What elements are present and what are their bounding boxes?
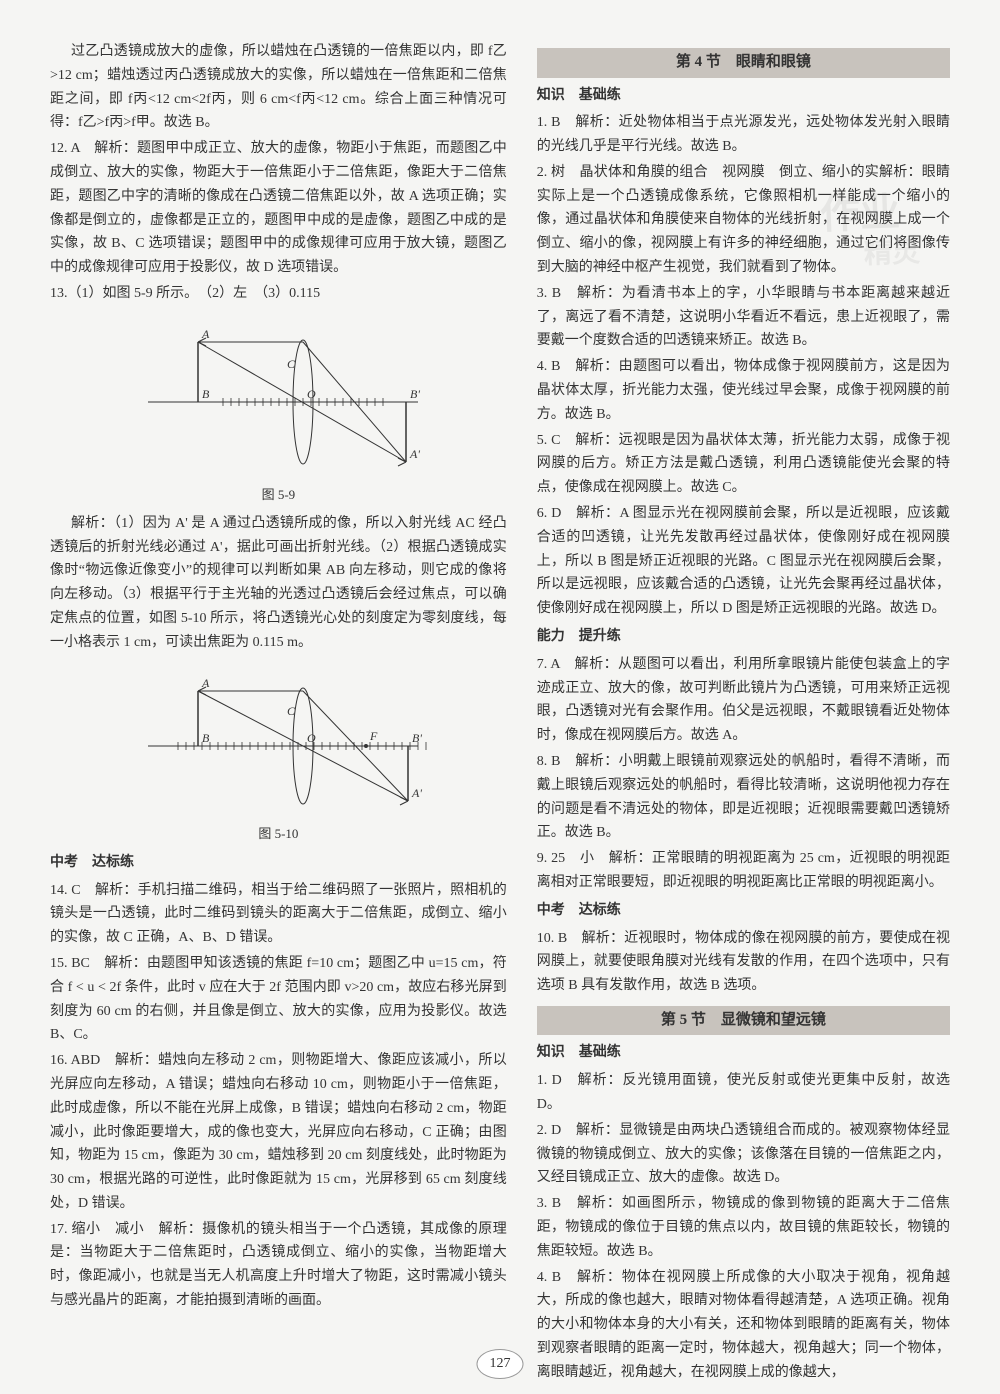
right-q2: 2. 树 晶状体和角膜的组合 视网膜 倒立、缩小的实解析：眼睛实际上是一个凸透镜… [537, 161, 950, 280]
svg-text:O: O [307, 731, 316, 745]
left-p5: 14. C 解析：手机扫描二维码，相当于给二维码照了一张照片，照相机的镜头是一凸… [50, 879, 507, 950]
svg-text:B': B' [410, 387, 420, 401]
section-4-title: 第 4 节 眼睛和眼镜 [537, 48, 950, 78]
page-number: 127 [477, 1349, 524, 1379]
left-p8: 17. 缩小 减小 解析：摄像机的镜头相当于一个凸透镜，其成像的原理是：当物距大… [50, 1218, 507, 1313]
right-r1: 1. D 解析：反光镜用面镜，使光反射或使光更集中反射，故选 D。 [537, 1069, 950, 1117]
left-p3: 13.（1）如图 5-9 所示。 （2）左 （3）0.115 [50, 282, 507, 306]
right-q5: 5. C 解析：远视眼是因为晶状体太薄，折光能力太弱，成像于视网膜的后方。矫正方… [537, 429, 950, 500]
left-p4: 解析：（1）因为 A' 是 A 通过凸透镜所成的像，所以入射光线 AC 经凸透镜… [50, 512, 507, 655]
figure-5-9-svg: A B O A' B' C [128, 312, 428, 482]
figure-5-10-caption: 图 5-10 [258, 823, 298, 845]
right-r3: 3. B 解析：如画图所示，物镜成的像到物镜的距离大于二倍焦距，物镜成的像位于目… [537, 1192, 950, 1263]
figure-5-9-caption: 图 5-9 [262, 484, 296, 506]
right-q3: 3. B 解析：为看清书本上的字，小华眼睛与书本距离越来越近了，离远了看不清楚，… [537, 282, 950, 353]
right-column: 第 4 节 眼睛和眼镜 知识 基础练 1. B 解析：近处物体相当于点光源发光，… [537, 40, 950, 1374]
left-sub-zhongkao: 中考 达标练 [50, 851, 507, 875]
right-sub-zhongkao2: 中考 达标练 [537, 899, 950, 923]
right-r4: 4. B 解析：物体在视网膜上所成像的大小取决于视角，视角越大，所成的像也越大，… [537, 1266, 950, 1385]
svg-text:B': B' [412, 731, 422, 745]
left-column: 过乙凸透镜成放大的虚像，所以蜡烛在凸透镜的一倍焦距以内，即 f乙 >12 cm；… [50, 40, 507, 1374]
figure-5-10-svg: A B O A' B' C F [128, 661, 428, 821]
left-p1: 过乙凸透镜成放大的虚像，所以蜡烛在凸透镜的一倍焦距以内，即 f乙 >12 cm；… [50, 40, 507, 135]
svg-text:O: O [307, 387, 316, 401]
right-sub-jichu: 知识 基础练 [537, 84, 950, 108]
svg-text:B: B [202, 387, 210, 401]
svg-text:B: B [202, 731, 210, 745]
right-sub-nengli: 能力 提升练 [537, 625, 950, 649]
svg-text:F: F [369, 729, 378, 743]
figure-5-10: A B O A' B' C F 图 5-10 [50, 661, 507, 845]
right-r2: 2. D 解析：显微镜是由两块凸透镜组合而成的。被观察物体经显微镜的物镜成倒立、… [537, 1119, 950, 1190]
section-5-title: 第 5 节 显微镜和望远镜 [537, 1006, 950, 1036]
svg-text:C: C [287, 704, 296, 718]
svg-text:A': A' [409, 447, 420, 461]
right-q10: 10. B 解析：近视眼时，物体成的像在视网膜的前方，要使成在视网膜上，就要使眼… [537, 927, 950, 998]
svg-text:A: A [201, 676, 210, 690]
figure-5-9: A B O A' B' C 图 5-9 [50, 312, 507, 506]
left-p6: 15. BC 解析：由题图甲知该透镜的焦距 f=10 cm；题图乙中 u=15 … [50, 952, 507, 1047]
right-q9: 9. 25 小 解析：正常眼睛的明视距离为 25 cm，近视眼的明视距离相对正常… [537, 847, 950, 895]
right-q6: 6. D 解析：A 图显示光在视网膜前会聚，所以是近视眼，应该戴合适的凹透镜，让… [537, 502, 950, 621]
right-q4: 4. B 解析：由题图可以看出，物体成像于视网膜前方，这是因为晶状体太厚，折光能… [537, 355, 950, 426]
left-p2: 12. A 解析：题图甲中成正立、放大的虚像，物距小于焦距，而题图乙中成倒立、放… [50, 137, 507, 280]
right-q8: 8. B 解析：小明戴上眼镜前观察远处的帆船时，看得不清晰，而戴上眼镜后观察远处… [537, 750, 950, 845]
right-sub-jichu2: 知识 基础练 [537, 1041, 950, 1065]
left-p7: 16. ABD 解析：蜡烛向左移动 2 cm，则物距增大、像距应该减小，所以光屏… [50, 1049, 507, 1216]
svg-text:A: A [201, 327, 210, 341]
right-q7: 7. A 解析：从题图可以看出，利用所拿眼镜片能使包装盒上的字迹成正立、放大的像… [537, 653, 950, 748]
svg-text:A': A' [411, 786, 422, 800]
right-q1: 1. B 解析：近处物体相当于点光源发光，远处物体发光射入眼睛的光线几乎是平行光… [537, 111, 950, 159]
svg-text:C: C [287, 357, 296, 371]
page-columns: 过乙凸透镜成放大的虚像，所以蜡烛在凸透镜的一倍焦距以内，即 f乙 >12 cm；… [50, 40, 950, 1374]
